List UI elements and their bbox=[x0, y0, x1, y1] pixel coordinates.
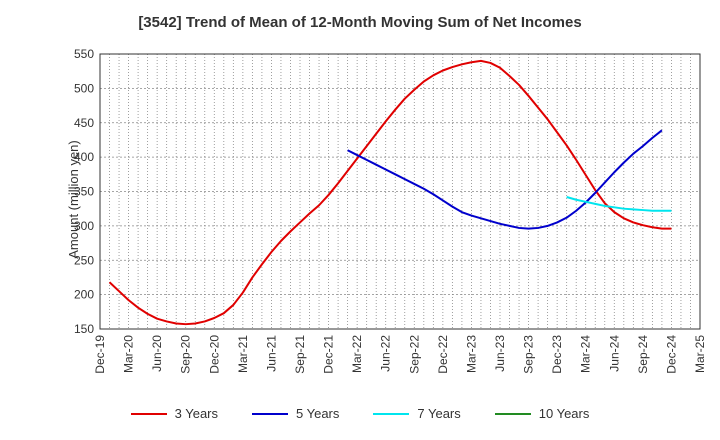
x-tick-label: Dec-20 bbox=[207, 335, 221, 374]
series-line-5-years bbox=[347, 129, 663, 230]
legend-swatch bbox=[494, 412, 531, 415]
legend-label: 3 Years bbox=[174, 406, 218, 421]
y-tick-label: 500 bbox=[74, 81, 94, 95]
y-tick-label: 300 bbox=[74, 219, 94, 233]
x-tick-label: Dec-24 bbox=[664, 335, 678, 374]
x-tick-label: Mar-25 bbox=[693, 335, 707, 373]
y-tick-label: 150 bbox=[74, 322, 94, 336]
y-tick-label: 250 bbox=[74, 253, 94, 267]
x-tick-label: Jun-24 bbox=[607, 335, 621, 372]
y-tick-label: 200 bbox=[74, 288, 94, 302]
legend-swatch bbox=[130, 412, 167, 415]
x-tick-label: Jun-23 bbox=[493, 335, 507, 372]
legend-item: 10 Years bbox=[494, 406, 590, 421]
x-tick-label: Dec-22 bbox=[436, 335, 450, 374]
x-tick-label: Jun-20 bbox=[150, 335, 164, 372]
x-tick-label: Dec-21 bbox=[322, 335, 336, 374]
x-tick-labels: Dec-19 Mar-20 Jun-20 Sep-20 Dec-20 Mar-21 Jun-… bbox=[93, 335, 707, 374]
y-tick-label: 550 bbox=[74, 47, 94, 61]
plot-area-frame bbox=[99, 53, 701, 330]
grid bbox=[100, 54, 700, 329]
legend-label: 5 Years bbox=[296, 406, 340, 421]
x-tick-label: Sep-20 bbox=[179, 335, 193, 374]
x-tick-label: Jun-22 bbox=[379, 335, 393, 372]
x-tick-label: Jun-21 bbox=[264, 335, 278, 372]
x-tick-label: Mar-22 bbox=[350, 335, 364, 373]
legend-item: 7 Years bbox=[373, 406, 461, 421]
y-tick-label: 450 bbox=[74, 116, 94, 130]
legend-item: 5 Years bbox=[252, 406, 339, 421]
x-tick-label: Sep-21 bbox=[293, 335, 307, 374]
x-tick-label: Dec-23 bbox=[550, 335, 564, 374]
x-tick-label: Mar-23 bbox=[464, 335, 478, 373]
legend-swatch bbox=[252, 412, 288, 415]
x-tick-label: Mar-24 bbox=[579, 335, 593, 373]
x-tick-label: Sep-24 bbox=[636, 335, 650, 374]
y-tick-label: 350 bbox=[74, 185, 94, 199]
line-chart: 150 200 250 300 350 400 450 500 550 Dec-19 Mar-20… bbox=[74, 47, 707, 374]
legend: 3 Years 5 Years 7 Years 10 Years bbox=[0, 406, 720, 421]
series-lines bbox=[108, 59, 672, 326]
x-tick-label: Dec-19 bbox=[93, 335, 107, 374]
x-tick-label: Sep-22 bbox=[407, 335, 421, 374]
y-tick-label: 400 bbox=[74, 150, 94, 164]
x-tick-label: Mar-20 bbox=[122, 335, 136, 373]
legend-swatch bbox=[373, 412, 410, 415]
x-tick-label: Sep-23 bbox=[522, 335, 536, 374]
legend-item: 3 Years bbox=[130, 406, 218, 421]
series-line-3-years bbox=[108, 59, 672, 326]
y-tick-labels: 150 200 250 300 350 400 450 500 550 bbox=[74, 47, 94, 336]
series-line-7-years bbox=[566, 196, 672, 212]
x-tick-label: Mar-21 bbox=[236, 335, 250, 373]
chart-title: [3542] Trend of Mean of 12-Month Moving … bbox=[138, 14, 582, 31]
legend-label: 10 Years bbox=[538, 406, 590, 421]
legend-label: 7 Years bbox=[417, 406, 461, 421]
